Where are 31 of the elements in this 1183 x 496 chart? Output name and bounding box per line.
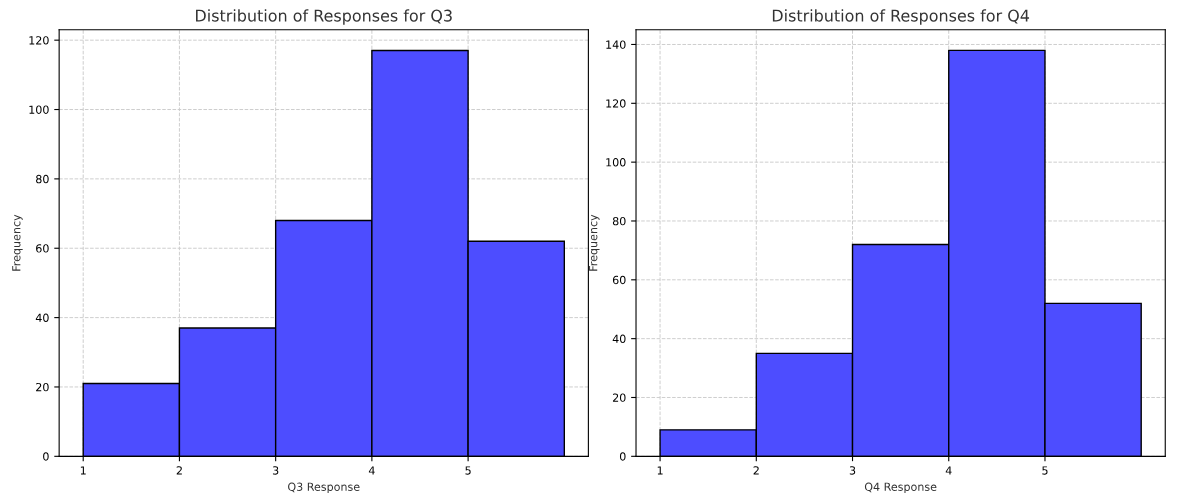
x-tick-label: 4 — [945, 466, 952, 475]
x-tick-label: 1 — [657, 466, 663, 475]
y-tick-label: 40 — [612, 334, 626, 344]
x-tick-label: 2 — [176, 466, 182, 475]
y-axis-title: Frequency — [589, 214, 600, 271]
y-tick-label: 140 — [606, 40, 626, 49]
x-axis-title: Q3 Response — [288, 482, 360, 494]
y-tick-label: 20 — [36, 382, 49, 392]
y-tick-label: 60 — [36, 244, 49, 253]
y-tick-label: 40 — [35, 313, 49, 322]
y-tick-label: 0 — [43, 452, 49, 461]
y-tick-label: 20 — [612, 393, 626, 402]
x-axis-title: Q4 Response — [864, 482, 937, 494]
y-axis-title: Frequency — [12, 214, 23, 271]
x-tick-label: 5 — [1042, 466, 1048, 475]
x-tick-label: 5 — [465, 466, 471, 475]
y-tick-label: 120 — [606, 99, 626, 108]
y-tick-label: 120 — [29, 36, 49, 45]
x-tick-label: 1 — [80, 466, 86, 475]
y-tick-label: 0 — [619, 452, 626, 461]
x-tick-label: 2 — [753, 466, 759, 475]
x-tick-label: 4 — [368, 466, 375, 475]
x-tick-label: 3 — [272, 466, 279, 475]
chart-title: Distribution of Responses for Q3 — [196, 9, 452, 25]
y-tick-label: 100 — [606, 158, 626, 167]
chart-title: Distribution of Responses for Q4 — [772, 9, 1030, 25]
y-tick-label: 80 — [36, 174, 49, 184]
x-tick-label: 3 — [849, 466, 856, 475]
y-tick-label: 60 — [612, 275, 626, 285]
y-tick-label: 100 — [29, 105, 49, 114]
y-tick-label: 80 — [612, 216, 626, 226]
